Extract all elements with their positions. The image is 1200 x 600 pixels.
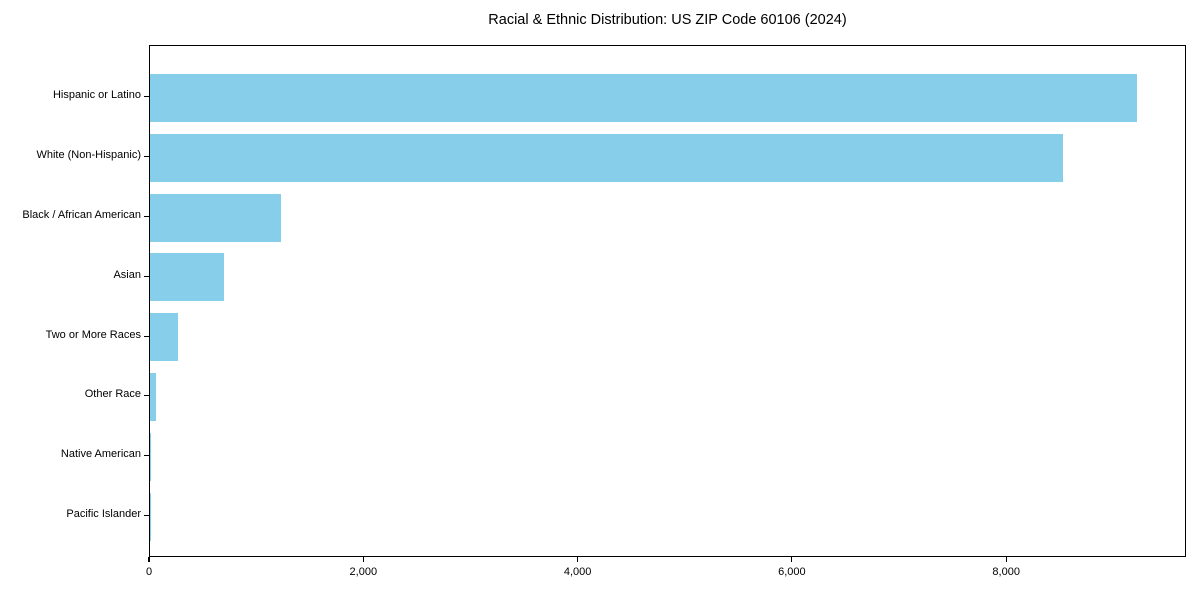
y-tick-hispanic-or-latino	[144, 96, 149, 98]
y-axis-label-hispanic-or-latino: Hispanic or Latino	[52, 89, 141, 102]
x-tick-label-4000: 4,000	[563, 566, 592, 578]
y-tick-two-or-more-races	[144, 335, 149, 337]
x-tick-label-2000: 2,000	[349, 566, 378, 578]
chart-title: Racial & Ethnic Distribution: US ZIP Cod…	[488, 12, 847, 28]
y-axis-label-white-non-hispanic: White (Non-Hispanic)	[36, 149, 141, 162]
y-axis-label-native-american: Native American	[60, 448, 141, 461]
y-axis-label-asian: Asian	[113, 268, 141, 281]
bar-hispanic-or-latino	[150, 73, 1137, 122]
y-axis-label-two-or-more-races: Two or More Races	[45, 328, 141, 341]
x-tick-4000	[577, 557, 579, 562]
x-tick-label-0: 0	[145, 566, 153, 578]
y-tick-black-african-american	[144, 215, 149, 218]
x-tick-label-6000: 6,000	[778, 566, 806, 578]
y-tick-asian	[144, 275, 149, 277]
bar-white-non-hispanic	[150, 133, 1063, 182]
y-tick-other-race	[144, 395, 149, 397]
bar-black-african-american	[150, 193, 281, 242]
bar-two-or-more-races	[150, 313, 178, 362]
bar-native-american	[150, 432, 152, 481]
x-tick-0	[148, 557, 150, 562]
y-axis-label-black-african-american: Black / African American	[22, 209, 141, 221]
y-tick-white-non-hispanic	[144, 156, 149, 158]
y-tick-native-american	[144, 455, 149, 457]
bar-other-race	[150, 372, 157, 421]
x-tick-2000	[362, 557, 364, 562]
bar-asian	[150, 253, 224, 302]
y-axis-label-other-race: Other Race	[84, 388, 141, 401]
y-axis-label-pacific-islander: Pacific Islander	[66, 508, 141, 520]
y-tick-pacific-islander	[144, 514, 149, 517]
x-tick-label-8000: 8,000	[992, 566, 1020, 578]
x-tick-6000	[791, 557, 793, 562]
plot-area	[149, 45, 1186, 557]
x-tick-8000	[1005, 557, 1007, 562]
